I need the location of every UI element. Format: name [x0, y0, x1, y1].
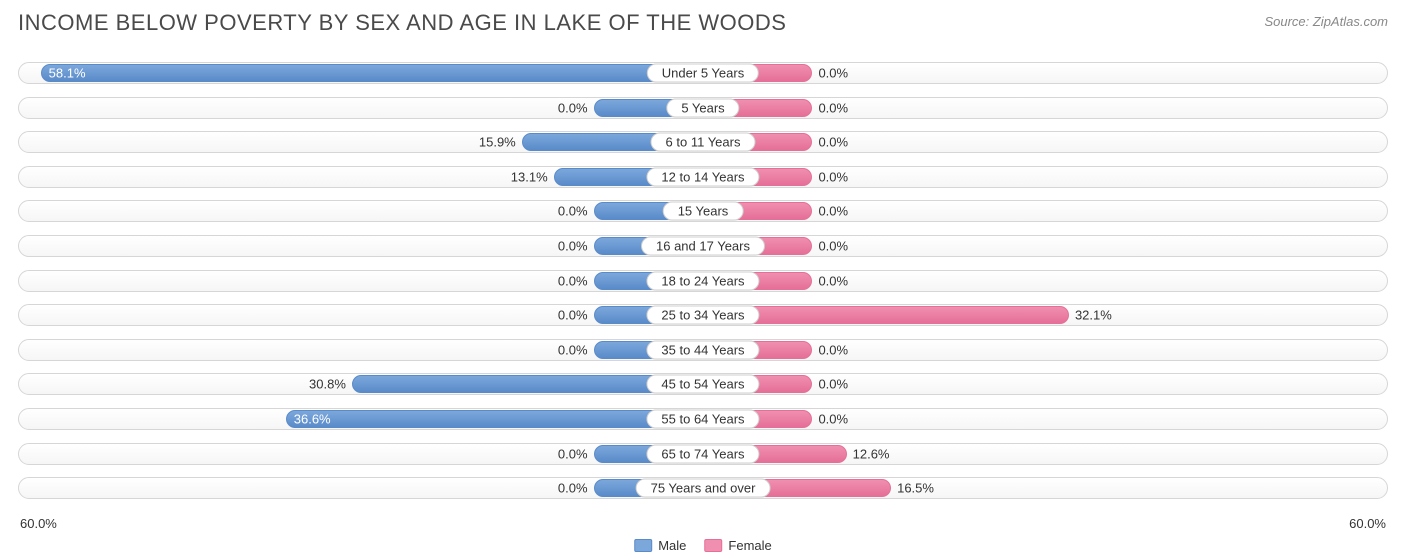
male-value-label: 0.0%	[558, 342, 588, 357]
female-value-label: 0.0%	[818, 135, 848, 150]
male-value-label: 0.0%	[558, 446, 588, 461]
row-track: 65 to 74 Years 0.0% 12.6%	[18, 443, 1388, 465]
female-value-label: 0.0%	[818, 411, 848, 426]
female-value-label: 0.0%	[818, 342, 848, 357]
row-track: 75 Years and over 0.0% 16.5%	[18, 477, 1388, 499]
row-category-label: 5 Years	[666, 98, 739, 117]
row-category-label: Under 5 Years	[647, 64, 759, 83]
axis-max-right: 60.0%	[1349, 516, 1386, 531]
male-bar	[286, 410, 703, 428]
chart-source: Source: ZipAtlas.com	[1264, 14, 1388, 29]
row-track: 55 to 64 Years 36.6% 0.0%	[18, 408, 1388, 430]
row-track: 45 to 54 Years 30.8% 0.0%	[18, 373, 1388, 395]
male-value-label: 0.0%	[558, 238, 588, 253]
female-value-label: 0.0%	[818, 273, 848, 288]
female-value-label: 32.1%	[1075, 308, 1112, 323]
legend: Male Female	[634, 538, 772, 553]
chart-row: 15 Years 0.0% 0.0%	[18, 194, 1388, 227]
row-category-label: 45 to 54 Years	[646, 375, 759, 394]
row-category-label: 15 Years	[663, 202, 744, 221]
row-category-label: 18 to 24 Years	[646, 271, 759, 290]
row-category-label: 55 to 64 Years	[646, 409, 759, 428]
legend-item-female: Female	[704, 538, 771, 553]
female-value-label: 0.0%	[818, 377, 848, 392]
row-track: Under 5 Years 58.1% 0.0%	[18, 62, 1388, 84]
row-track: 5 Years 0.0% 0.0%	[18, 97, 1388, 119]
row-track: 6 to 11 Years 15.9% 0.0%	[18, 131, 1388, 153]
row-track: 18 to 24 Years 0.0% 0.0%	[18, 270, 1388, 292]
chart-row: 16 and 17 Years 0.0% 0.0%	[18, 229, 1388, 262]
legend-swatch-female	[704, 539, 722, 552]
male-value-label: 0.0%	[558, 273, 588, 288]
male-value-label: 0.0%	[558, 481, 588, 496]
diverging-bar-chart: 60.0% 60.0% Under 5 Years58.1%0.0%5 Year…	[18, 56, 1388, 513]
chart-row: 45 to 54 Years 30.8% 0.0%	[18, 367, 1388, 400]
female-value-label: 0.0%	[818, 66, 848, 81]
row-category-label: 65 to 74 Years	[646, 444, 759, 463]
row-track: 15 Years 0.0% 0.0%	[18, 200, 1388, 222]
row-category-label: 75 Years and over	[636, 479, 771, 498]
male-value-label: 0.0%	[558, 308, 588, 323]
female-value-label: 0.0%	[818, 169, 848, 184]
row-category-label: 16 and 17 Years	[641, 236, 765, 255]
chart-row: Under 5 Years 58.1% 0.0%	[18, 56, 1388, 89]
chart-row: 55 to 64 Years 36.6% 0.0%	[18, 402, 1388, 435]
row-category-label: 35 to 44 Years	[646, 340, 759, 359]
legend-label-female: Female	[728, 538, 771, 553]
male-value-label: 36.6%	[294, 411, 331, 426]
chart-row: 6 to 11 Years 15.9% 0.0%	[18, 125, 1388, 158]
male-value-label: 15.9%	[479, 135, 516, 150]
row-track: 16 and 17 Years 0.0% 0.0%	[18, 235, 1388, 257]
female-value-label: 0.0%	[818, 238, 848, 253]
row-track: 12 to 14 Years 13.1% 0.0%	[18, 166, 1388, 188]
female-value-label: 16.5%	[897, 481, 934, 496]
chart-row: 75 Years and over 0.0% 16.5%	[18, 471, 1388, 504]
row-track: 25 to 34 Years 0.0% 32.1%	[18, 304, 1388, 326]
male-value-label: 13.1%	[511, 169, 548, 184]
legend-swatch-male	[634, 539, 652, 552]
male-value-label: 30.8%	[309, 377, 346, 392]
male-bar	[41, 64, 703, 82]
legend-label-male: Male	[658, 538, 686, 553]
chart-row: 35 to 44 Years 0.0% 0.0%	[18, 333, 1388, 366]
chart-row: 12 to 14 Years 13.1% 0.0%	[18, 160, 1388, 193]
male-value-label: 0.0%	[558, 204, 588, 219]
chart-row: 65 to 74 Years 0.0% 12.6%	[18, 437, 1388, 470]
row-category-label: 12 to 14 Years	[646, 167, 759, 186]
female-value-label: 0.0%	[818, 204, 848, 219]
legend-item-male: Male	[634, 538, 686, 553]
chart-title: INCOME BELOW POVERTY BY SEX AND AGE IN L…	[18, 10, 786, 36]
male-value-label: 0.0%	[558, 100, 588, 115]
chart-row: 25 to 34 Years 0.0% 32.1%	[18, 298, 1388, 331]
male-value-label: 58.1%	[49, 66, 86, 81]
axis-max-left: 60.0%	[20, 516, 57, 531]
chart-row: 5 Years 0.0% 0.0%	[18, 91, 1388, 124]
female-value-label: 12.6%	[853, 446, 890, 461]
row-track: 35 to 44 Years 0.0% 0.0%	[18, 339, 1388, 361]
female-value-label: 0.0%	[818, 100, 848, 115]
chart-row: 18 to 24 Years 0.0% 0.0%	[18, 264, 1388, 297]
row-category-label: 6 to 11 Years	[651, 133, 756, 152]
row-category-label: 25 to 34 Years	[646, 306, 759, 325]
